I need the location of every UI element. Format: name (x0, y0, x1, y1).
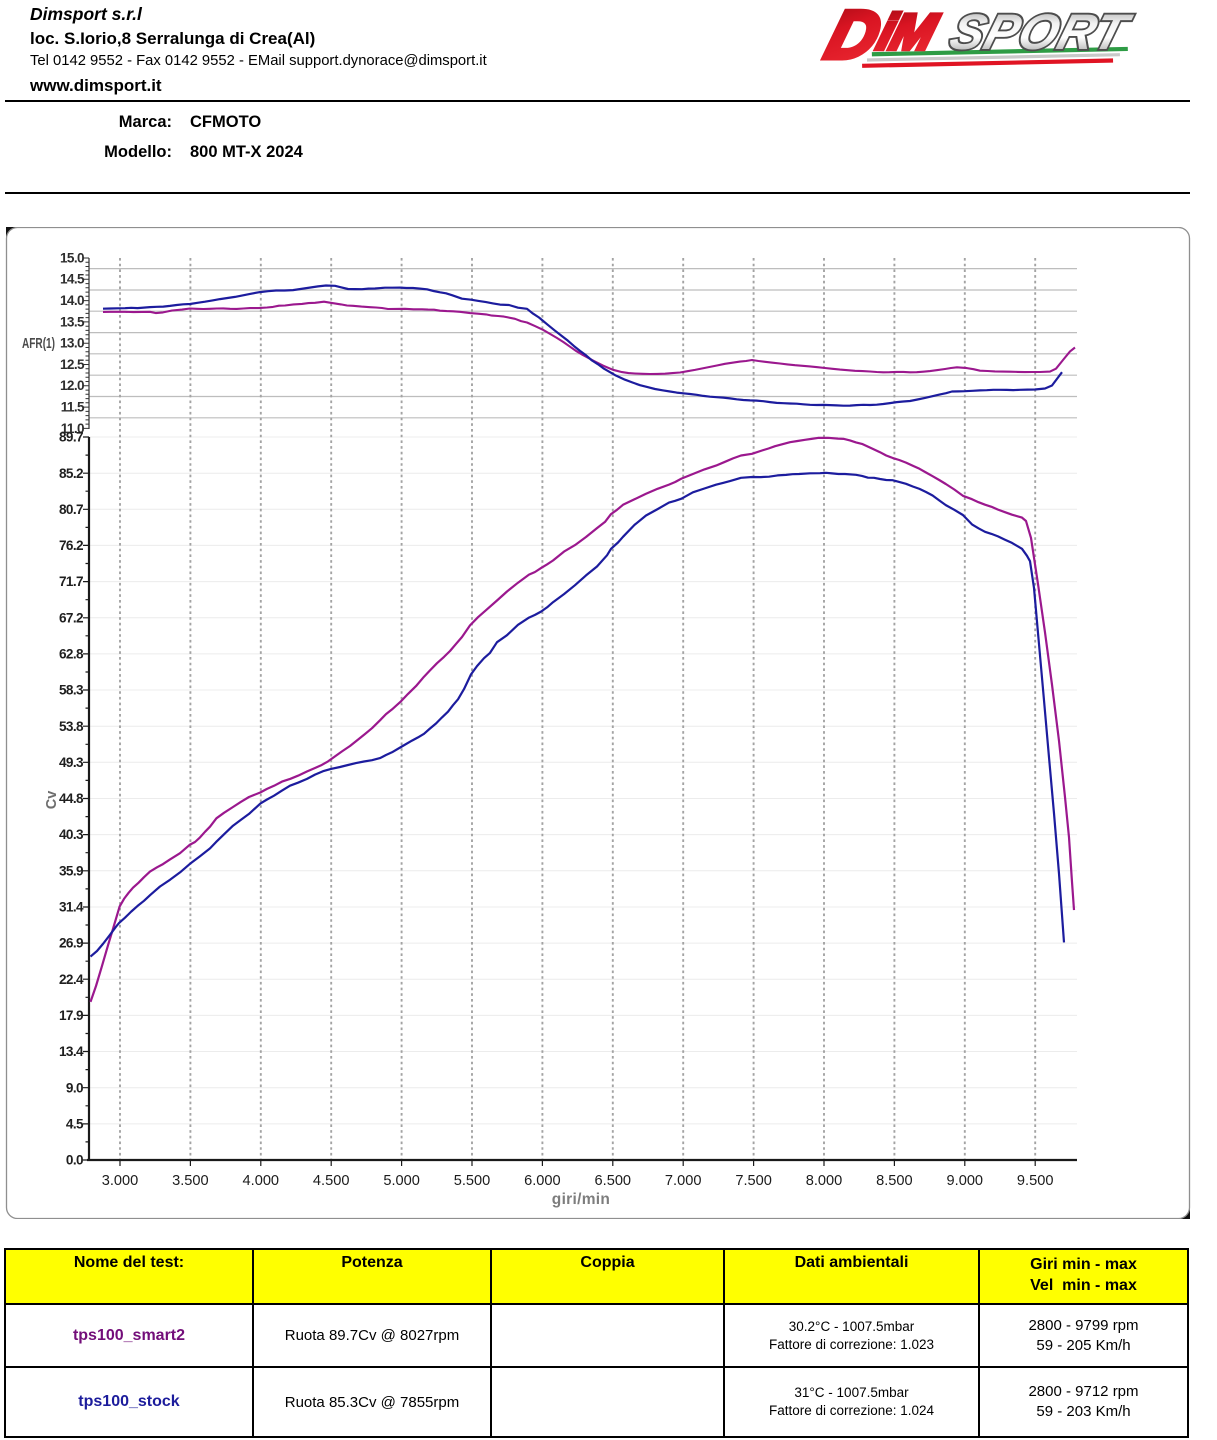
svg-text:5.500: 5.500 (454, 1173, 491, 1189)
svg-text:9.500: 9.500 (1017, 1173, 1054, 1189)
svg-text:9.0: 9.0 (66, 1080, 83, 1095)
svg-text:31.4: 31.4 (59, 900, 84, 915)
svg-text:7.000: 7.000 (665, 1173, 702, 1189)
svg-text:4.500: 4.500 (313, 1173, 350, 1189)
svg-text:SPORT: SPORT (944, 4, 1137, 60)
svg-text:7.500: 7.500 (735, 1173, 772, 1189)
svg-text:62.8: 62.8 (59, 647, 84, 662)
svg-text:89.7: 89.7 (59, 430, 83, 445)
svg-text:AFR(1): AFR(1) (22, 336, 55, 352)
svg-text:76.2: 76.2 (59, 538, 84, 553)
svg-text:58.3: 58.3 (59, 683, 84, 698)
svg-text:11.5: 11.5 (61, 400, 85, 415)
svg-text:85.2: 85.2 (59, 466, 84, 481)
svg-text:80.7: 80.7 (59, 502, 83, 517)
svg-text:3.500: 3.500 (172, 1173, 209, 1189)
svg-text:67.2: 67.2 (59, 610, 84, 625)
svg-text:0.0: 0.0 (66, 1153, 83, 1168)
svg-text:53.8: 53.8 (59, 719, 84, 734)
svg-text:13.5: 13.5 (60, 314, 85, 329)
svg-text:11.0: 11.0 (61, 421, 84, 436)
svg-text:9.000: 9.000 (947, 1173, 984, 1189)
svg-text:49.3: 49.3 (59, 755, 84, 770)
svg-text:4.5: 4.5 (66, 1117, 84, 1132)
svg-text:14.5: 14.5 (60, 272, 85, 287)
svg-text:3.000: 3.000 (102, 1173, 139, 1189)
svg-text:15.0: 15.0 (60, 250, 84, 265)
svg-text:17.9: 17.9 (59, 1008, 84, 1023)
svg-text:14.0: 14.0 (60, 293, 84, 308)
svg-text:Cv: Cv (44, 791, 60, 810)
svg-text:13.0: 13.0 (60, 336, 84, 351)
svg-text:8.500: 8.500 (876, 1173, 913, 1189)
svg-text:12.5: 12.5 (60, 357, 85, 372)
svg-text:5.000: 5.000 (383, 1173, 420, 1189)
svg-text:6.000: 6.000 (524, 1173, 561, 1189)
svg-text:35.9: 35.9 (59, 863, 84, 878)
svg-text:22.4: 22.4 (59, 972, 84, 987)
svg-text:26.9: 26.9 (59, 936, 84, 951)
svg-text:4.000: 4.000 (243, 1173, 280, 1189)
svg-text:giri/min: giri/min (552, 1191, 610, 1208)
svg-text:44.8: 44.8 (59, 791, 84, 806)
svg-text:40.3: 40.3 (59, 827, 84, 842)
svg-text:8.000: 8.000 (806, 1173, 843, 1189)
svg-text:6.500: 6.500 (595, 1173, 632, 1189)
svg-text:12.0: 12.0 (60, 378, 84, 393)
svg-text:13.4: 13.4 (59, 1044, 84, 1059)
svg-text:71.7: 71.7 (59, 574, 83, 589)
